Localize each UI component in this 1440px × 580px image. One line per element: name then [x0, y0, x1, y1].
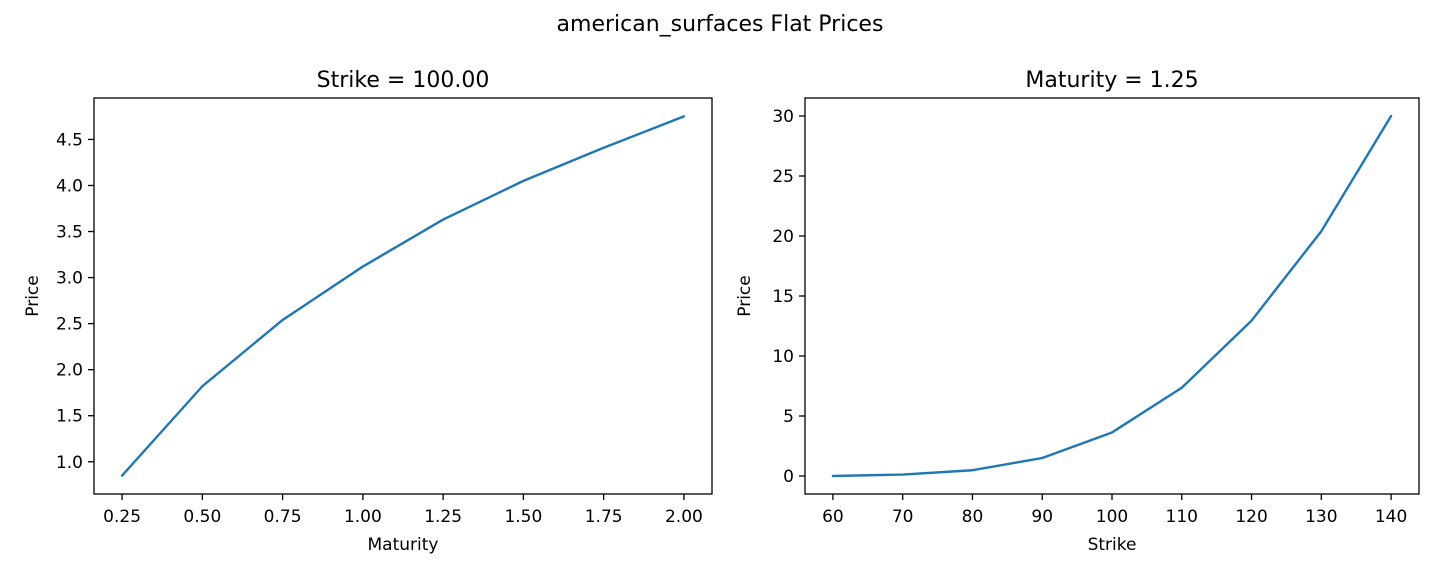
y-tick-label: 3.5: [56, 223, 83, 243]
x-tick-label: 1.25: [424, 507, 462, 527]
axes-right: 60 70 80 90 100 110 120 130 140 0 5 10 15 20 25 30 Matur…: [735, 68, 1420, 555]
x-tick-label: 120: [1235, 507, 1267, 527]
y-tick-label: 5: [783, 407, 794, 427]
x-tick-label: 0.50: [183, 507, 221, 527]
x-tick-label: 60: [822, 507, 844, 527]
y-tick-label: 20: [772, 227, 794, 247]
axes-left: 0.25 0.50 0.75 1.00 1.25 1.50 1.75 2.00 1.0 1.5 2.…: [23, 68, 713, 555]
y-tick-label: 1.0: [56, 453, 83, 473]
x-tick-label: 1.75: [585, 507, 623, 527]
x-tick-label: 130: [1305, 507, 1337, 527]
y-tick-label: 4.0: [56, 176, 83, 196]
x-axis-label: Strike: [1088, 535, 1137, 555]
y-axis-label: Price: [735, 275, 755, 316]
x-tick-label: 80: [962, 507, 984, 527]
x-tick-label: 1.50: [504, 507, 542, 527]
y-tick-label: 25: [772, 167, 794, 187]
y-tick-label: 10: [772, 347, 794, 367]
y-tick-label: 30: [772, 107, 794, 127]
figure-suptitle: american_surfaces Flat Prices: [557, 12, 884, 37]
y-tick-label: 2.0: [56, 361, 83, 381]
x-tick-label: 0.25: [103, 507, 141, 527]
x-tick-label: 70: [892, 507, 914, 527]
y-tick-label: 3.0: [56, 269, 83, 289]
y-tick-label: 4.5: [56, 130, 83, 150]
axes-frame: [804, 97, 1420, 495]
x-tick-label: 110: [1166, 507, 1198, 527]
series-line-0: [831, 114, 1393, 478]
x-tick-label: 2.00: [665, 507, 703, 527]
y-tick-label: 2.5: [56, 315, 83, 335]
y-tick-label: 1.5: [56, 407, 83, 427]
axes-frame: [93, 97, 713, 495]
x-tick-label: 140: [1375, 507, 1407, 527]
axes-title: Strike = 100.00: [317, 68, 490, 93]
y-axis-label: Price: [23, 275, 43, 316]
x-tick-label: 100: [1096, 507, 1128, 527]
y-tick-label: 0: [783, 467, 794, 487]
series-line-0: [120, 115, 686, 477]
x-axis-label: Maturity: [368, 535, 439, 555]
x-tick-label: 90: [1031, 507, 1053, 527]
x-tick-label: 0.75: [264, 507, 302, 527]
axes-title: Maturity = 1.25: [1025, 68, 1198, 93]
y-tick-label: 15: [772, 287, 794, 307]
x-tick-label: 1.00: [344, 507, 382, 527]
